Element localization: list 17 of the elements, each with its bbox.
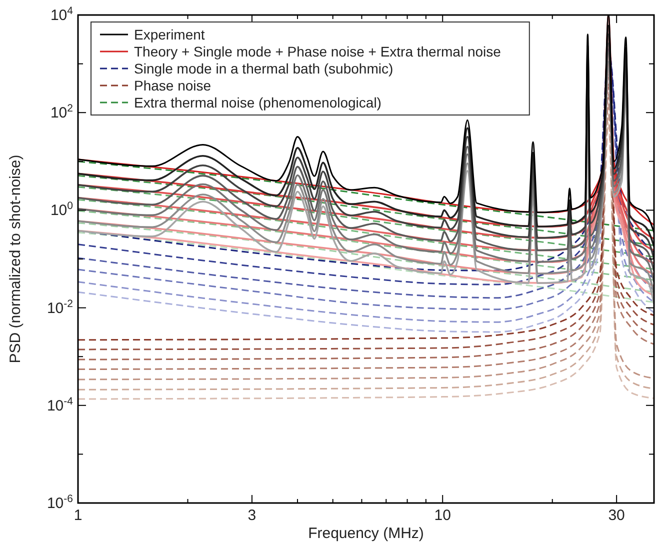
x-tick-label: 1: [74, 507, 82, 524]
x-tick-label: 30: [608, 507, 625, 524]
x-tick-label: 10: [434, 507, 451, 524]
legend-label: Phase noise: [134, 78, 212, 94]
legend-label: Single mode in a thermal bath (subohmic): [134, 60, 394, 76]
y-tick-label: 10$^{4}$: [50, 5, 74, 24]
y-tick-label: 10$^{2}$: [50, 102, 74, 122]
y-tick-label: 10$^{-6}$: [46, 493, 74, 512]
y-tick-label: 10$^{-4}$: [46, 395, 74, 414]
y-axis-title: PSD (normalized to shot-noise): [7, 154, 24, 364]
y-tick-label: 10$^{0}$: [50, 200, 74, 220]
x-axis-title: Frequency (MHz): [308, 525, 424, 542]
y-tick-label: 10$^{-2}$: [46, 298, 74, 317]
x-tick-label: 3: [248, 507, 256, 524]
legend-label: Experiment: [134, 26, 205, 42]
legend-label: Extra thermal noise (phenomenological): [134, 94, 382, 110]
legend-label: Theory + Single mode + Phase noise + Extra thermal noise: [134, 44, 502, 60]
